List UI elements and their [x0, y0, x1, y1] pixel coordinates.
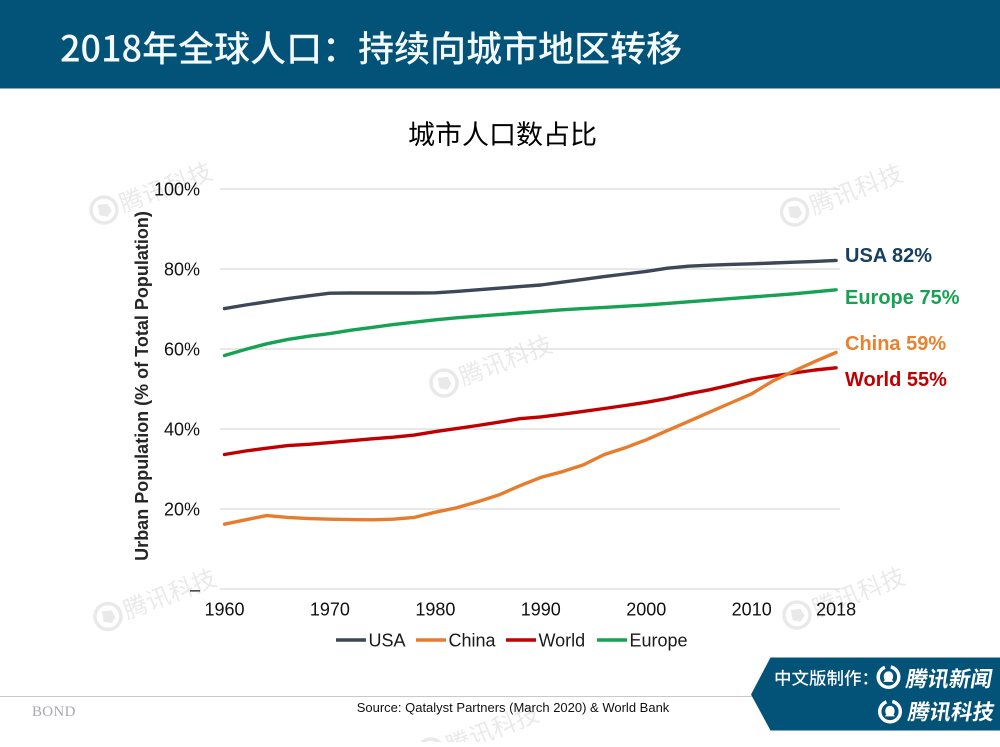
svg-text:China 59%: China 59%: [845, 333, 946, 355]
svg-text:Europe: Europe: [630, 631, 688, 651]
svg-text:World 55%: World 55%: [845, 369, 947, 391]
svg-text:1980: 1980: [415, 600, 455, 620]
svg-text:China: China: [449, 631, 497, 651]
svg-text:60%: 60%: [164, 340, 200, 360]
svg-text:USA 82%: USA 82%: [845, 245, 932, 267]
svg-text:Source: Qatalyst Partners (Mar: Source: Qatalyst Partners (March 2020) &…: [357, 700, 670, 715]
svg-text:2018: 2018: [816, 600, 856, 620]
svg-text:Urban Population (% of Total P: Urban Population (% of Total Population): [132, 211, 152, 561]
svg-text:1970: 1970: [310, 600, 350, 620]
svg-text:80%: 80%: [164, 260, 200, 280]
svg-text:2000: 2000: [626, 600, 666, 620]
svg-text:USA: USA: [369, 631, 406, 651]
svg-text:BOND: BOND: [32, 704, 76, 720]
svg-text:1960: 1960: [204, 600, 244, 620]
svg-text:1990: 1990: [521, 600, 561, 620]
svg-text:World: World: [539, 631, 586, 651]
svg-text:–: –: [190, 580, 200, 600]
svg-text:2010: 2010: [732, 600, 772, 620]
svg-text:Europe 75%: Europe 75%: [845, 287, 960, 309]
svg-text:20%: 20%: [164, 500, 200, 520]
svg-text:100%: 100%: [154, 180, 200, 200]
svg-text:40%: 40%: [164, 420, 200, 440]
